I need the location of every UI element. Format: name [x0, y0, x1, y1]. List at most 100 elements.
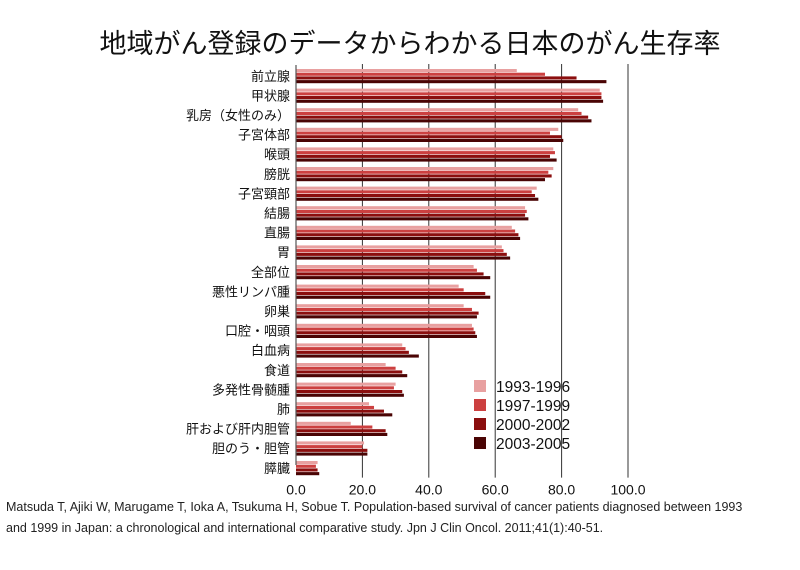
bar	[296, 307, 472, 311]
bar	[296, 154, 550, 158]
bar	[296, 115, 589, 119]
category-label: 肝および肝内胆管	[186, 422, 290, 438]
bar	[296, 276, 491, 280]
bar	[296, 170, 549, 174]
bar	[296, 108, 579, 112]
category-label: 膀胱	[264, 167, 290, 183]
bar	[296, 343, 403, 347]
bar	[296, 80, 607, 84]
bar	[296, 461, 318, 465]
x-tick-label: 0.0	[286, 482, 306, 495]
citation: Matsuda T, Ajiki W, Marugame T, Ioka A, …	[6, 497, 796, 539]
bar	[296, 233, 519, 237]
bar	[296, 468, 318, 472]
x-tick-label: 80.0	[548, 482, 575, 495]
bar	[296, 256, 511, 260]
bar	[296, 119, 592, 123]
bar	[296, 249, 504, 253]
category-label: 子宮頸部	[238, 186, 290, 202]
bar	[296, 331, 476, 335]
bar	[296, 363, 386, 367]
bar	[296, 323, 472, 327]
bar	[296, 151, 555, 155]
bar	[296, 131, 550, 135]
legend-label: 1997-1999	[496, 398, 570, 415]
bar	[296, 127, 559, 131]
bar	[296, 178, 545, 182]
legend-swatch	[474, 380, 486, 392]
bar	[296, 315, 477, 319]
bar	[296, 72, 545, 76]
bar	[296, 284, 459, 288]
bar	[296, 292, 486, 296]
legend-swatch	[474, 399, 486, 411]
bar	[296, 265, 474, 269]
bar	[296, 354, 419, 358]
bar	[296, 390, 403, 394]
bar	[296, 295, 491, 299]
legend-label: 2000-2002	[496, 417, 570, 434]
bar	[296, 245, 502, 249]
bar	[296, 158, 557, 162]
bar	[296, 441, 365, 445]
category-label: 前立腺	[251, 69, 290, 85]
bar	[296, 350, 409, 354]
citation-line-2: and 1999 in Japan: a chronological and i…	[6, 521, 604, 535]
bar	[296, 167, 554, 171]
category-label: 食道	[264, 363, 290, 379]
bar	[296, 76, 577, 80]
bar	[296, 99, 604, 103]
bar	[296, 413, 393, 417]
bar	[296, 288, 464, 292]
bar	[296, 386, 394, 390]
bar	[296, 429, 386, 433]
bar	[296, 197, 539, 201]
bar	[296, 327, 474, 331]
legend-label: 2003-2005	[496, 436, 570, 453]
category-label: 卵巣	[264, 305, 290, 320]
bar	[296, 472, 320, 476]
category-label: 胆のう・胆管	[212, 442, 290, 457]
bar	[296, 382, 396, 386]
bar	[296, 213, 526, 217]
bar	[296, 272, 484, 276]
bar	[296, 69, 517, 73]
bar	[296, 174, 552, 178]
bar	[296, 252, 507, 256]
bar	[296, 88, 600, 92]
bar	[296, 421, 351, 425]
bar	[296, 409, 384, 413]
bar	[296, 190, 532, 194]
bar	[296, 448, 368, 452]
category-label: 結腸	[264, 207, 290, 222]
category-label: 肺	[277, 403, 290, 418]
x-tick-label: 20.0	[349, 482, 376, 495]
x-tick-labels: 0.0 20.0 40.0 60.0 80.0 100.0	[286, 482, 645, 495]
chart-title: 地域がん登録のデータからわかる日本のがん生存率	[99, 29, 721, 60]
bar	[296, 111, 582, 115]
legend-swatch	[474, 437, 486, 449]
category-label: 子宮体部	[238, 128, 290, 144]
bar	[296, 236, 521, 240]
bar	[296, 452, 368, 456]
bar	[296, 96, 602, 100]
bar	[296, 425, 373, 429]
bar	[296, 268, 477, 272]
bar	[296, 432, 388, 436]
bar	[296, 405, 375, 409]
legend-swatch	[474, 418, 486, 430]
x-tick-label: 40.0	[415, 482, 442, 495]
bar	[296, 311, 479, 315]
bar	[296, 464, 316, 468]
bar	[296, 445, 363, 449]
legend: 1993-1996 1997-1999 2000-2002 2003-2005	[474, 379, 570, 453]
bar	[296, 334, 477, 338]
category-label: 口腔・咽頭	[225, 325, 290, 340]
bar	[296, 229, 516, 233]
category-label: 甲状腺	[251, 89, 290, 104]
bar	[296, 194, 536, 198]
bar	[296, 370, 403, 374]
bar	[296, 209, 527, 213]
